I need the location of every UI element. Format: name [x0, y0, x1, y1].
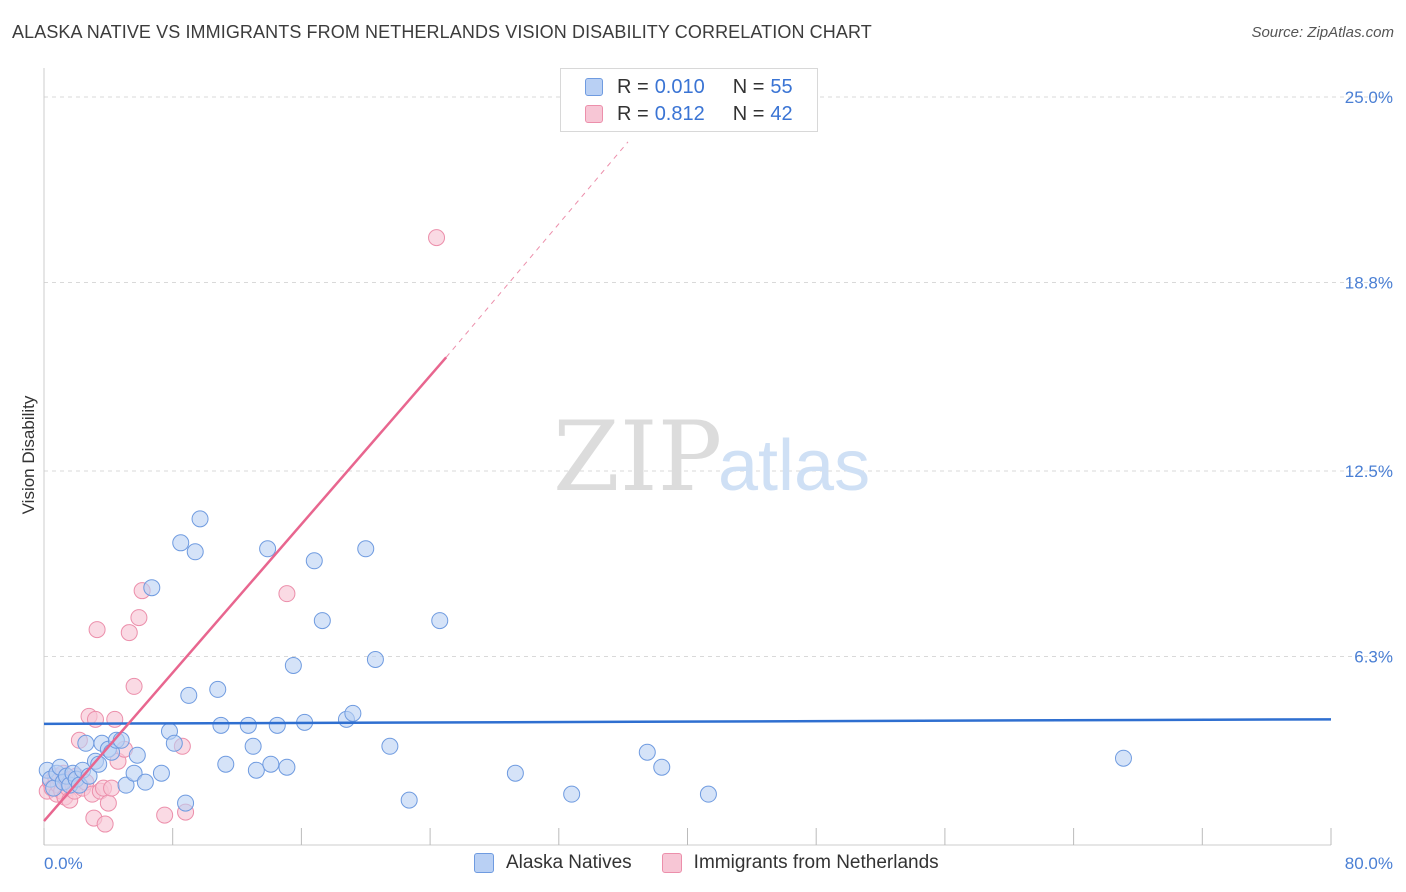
trend-line-immigrants-netherlands — [43, 356, 448, 822]
legend-n-label: N = — [732, 75, 765, 98]
data-point-alaska-natives — [191, 510, 209, 528]
data-point-alaska-natives — [259, 540, 277, 558]
data-point-immigrants-netherlands — [120, 624, 138, 642]
data-point-immigrants-netherlands — [88, 621, 106, 639]
data-point-alaska-natives — [284, 656, 302, 674]
watermark-zip: ZIP — [553, 401, 722, 513]
data-point-alaska-natives — [400, 791, 418, 809]
legend-r-value: 0.010 — [654, 75, 705, 98]
trend-line-alaska-natives — [43, 718, 1332, 726]
data-point-alaska-natives — [313, 612, 331, 630]
data-point-alaska-natives — [247, 761, 265, 779]
data-point-alaska-natives — [177, 794, 195, 812]
data-point-alaska-natives — [180, 686, 198, 704]
data-point-alaska-natives — [431, 612, 449, 630]
x-tick-label: 0.0% — [44, 854, 83, 873]
series-alaska-natives — [38, 510, 1132, 812]
correlation-legend: R = 0.010 N = 55 R = 0.812 N = 42 — [560, 68, 818, 132]
data-point-alaska-natives — [143, 579, 161, 597]
y-tick-label: 6.3% — [1354, 648, 1393, 667]
legend-r-value: 0.812 — [654, 102, 705, 125]
legend-r-label: R = — [617, 75, 649, 98]
y-tick-label: 12.5% — [1345, 462, 1393, 481]
data-point-immigrants-netherlands — [96, 815, 114, 833]
data-point-alaska-natives — [305, 552, 323, 570]
y-tick-label: 18.8% — [1345, 274, 1393, 293]
data-point-alaska-natives — [77, 734, 95, 752]
legend-item-immigrants-netherlands[interactable]: Immigrants from Netherlands — [661, 852, 939, 874]
data-point-alaska-natives — [172, 534, 190, 552]
chart-source: Source: ZipAtlas.com — [1251, 24, 1394, 41]
tick-labels: 6.3% 12.5% 18.8% 25.0% 0.0% 80.0% — [44, 88, 1393, 873]
data-point-alaska-natives — [1114, 749, 1132, 767]
data-point-alaska-natives — [125, 764, 143, 782]
trend-lines — [43, 141, 1332, 822]
chart-title: ALASKA NATIVE VS IMMIGRANTS FROM NETHERL… — [12, 22, 872, 42]
data-point-alaska-natives — [152, 764, 170, 782]
data-point-alaska-natives — [653, 758, 671, 776]
y-axis-label: Vision Disability — [19, 395, 38, 514]
data-point-alaska-natives — [563, 785, 581, 803]
grid-lines — [44, 96, 1394, 658]
legend-n-value: 42 — [770, 102, 793, 125]
watermark-atlas: atlas — [718, 426, 870, 506]
data-point-immigrants-netherlands — [86, 710, 104, 728]
data-point-alaska-natives — [209, 680, 227, 698]
data-point-alaska-natives — [278, 758, 296, 776]
data-point-alaska-natives — [165, 734, 183, 752]
data-point-alaska-natives — [128, 746, 146, 764]
data-point-alaska-natives — [212, 716, 230, 734]
legend-row-alaska-natives: R = 0.010 N = 55 — [585, 74, 793, 100]
watermark: ZIP atlas — [553, 401, 870, 513]
trend-extrapolation-immigrants-netherlands — [445, 141, 629, 358]
data-point-immigrants-netherlands — [428, 229, 446, 247]
axes — [43, 68, 1332, 846]
legend-n-label: N = — [732, 102, 765, 125]
data-point-alaska-natives — [136, 773, 154, 791]
data-point-alaska-natives — [186, 543, 204, 561]
legend-label-alaska-natives: Alaska Natives — [506, 852, 632, 873]
legend-item-alaska-natives[interactable]: Alaska Natives — [474, 852, 632, 874]
data-point-immigrants-netherlands — [106, 710, 124, 728]
legend-row-immigrants-netherlands: R = 0.812 N = 42 — [585, 101, 793, 127]
data-point-alaska-natives — [217, 755, 235, 773]
data-point-immigrants-netherlands — [103, 779, 121, 797]
data-point-alaska-natives — [268, 716, 286, 734]
data-point-alaska-natives — [381, 737, 399, 755]
data-point-alaska-natives — [638, 743, 656, 761]
data-point-alaska-natives — [344, 704, 362, 722]
data-point-alaska-natives — [117, 776, 135, 794]
x-tick-label: 80.0% — [1345, 854, 1393, 873]
data-point-alaska-natives — [239, 716, 257, 734]
data-point-immigrants-netherlands — [130, 609, 148, 627]
data-point-alaska-natives — [244, 737, 262, 755]
legend-label-immigrants-netherlands: Immigrants from Netherlands — [693, 852, 939, 873]
legend-n-value: 55 — [770, 75, 793, 98]
legend-swatch-blue — [474, 853, 494, 873]
data-point-immigrants-netherlands — [278, 585, 296, 603]
data-point-immigrants-netherlands — [99, 794, 117, 812]
data-point-alaska-natives — [366, 650, 384, 668]
series-legend: Alaska Natives Immigrants from Netherlan… — [474, 852, 969, 874]
data-point-alaska-natives — [506, 764, 524, 782]
legend-r-label: R = — [617, 102, 649, 125]
legend-swatch-pink — [585, 105, 603, 123]
legend-swatch-blue — [585, 78, 603, 96]
data-point-alaska-natives — [357, 540, 375, 558]
data-point-immigrants-netherlands — [156, 806, 174, 824]
data-point-alaska-natives — [699, 785, 717, 803]
data-point-alaska-natives — [262, 755, 280, 773]
legend-swatch-pink — [661, 853, 682, 873]
data-point-immigrants-netherlands — [125, 677, 143, 695]
y-tick-label: 25.0% — [1345, 88, 1393, 107]
